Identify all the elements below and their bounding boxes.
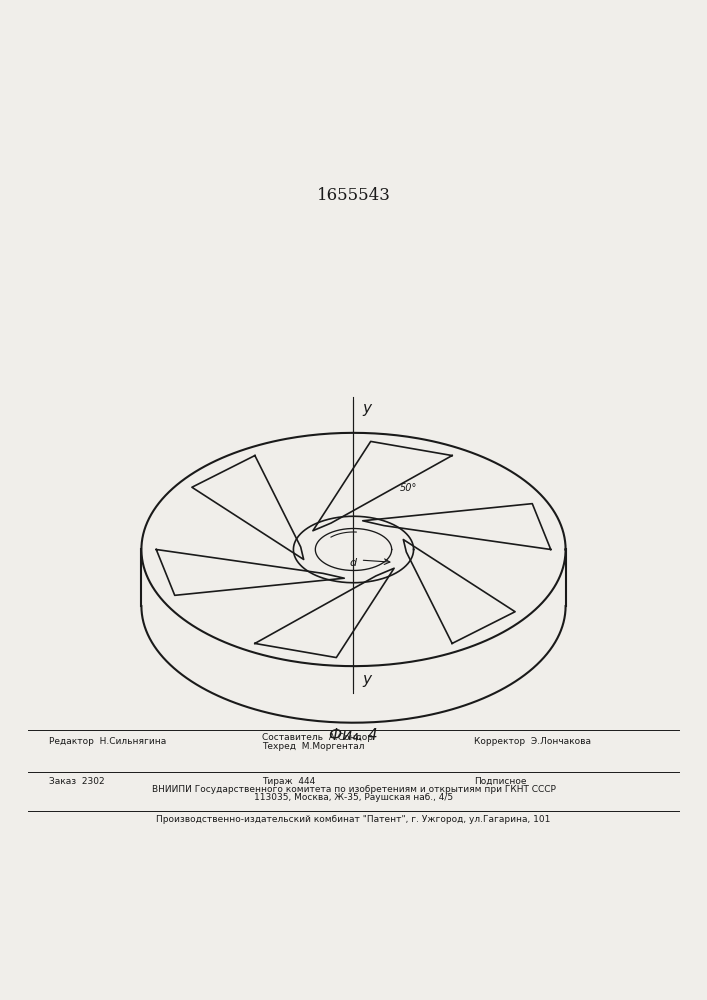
Text: Редактор  Н.Сильнягина: Редактор Н.Сильнягина <box>49 737 167 746</box>
Text: ВНИИПИ Государственного комитета по изобретениям и открытиям при ГКНТ СССР: ВНИИПИ Государственного комитета по изоб… <box>151 785 556 794</box>
Text: Подписное: Подписное <box>474 777 526 786</box>
Text: 50°: 50° <box>400 483 418 493</box>
Text: Техред  М.Моргентал: Техред М.Моргентал <box>262 742 364 751</box>
Text: 113035, Москва, Ж-35, Раушская наб., 4/5: 113035, Москва, Ж-35, Раушская наб., 4/5 <box>254 793 453 802</box>
Text: Фи₄. 4: Фи₄. 4 <box>329 728 378 743</box>
Text: 1655543: 1655543 <box>317 187 390 204</box>
Text: Корректор  Э.Лончакова: Корректор Э.Лончакова <box>474 737 590 746</box>
Text: y: y <box>362 401 371 416</box>
Text: Производственно-издательский комбинат "Патент", г. Ужгород, ул.Гагарина, 101: Производственно-издательский комбинат "П… <box>156 815 551 824</box>
Text: Тираж  444: Тираж 444 <box>262 777 315 786</box>
Text: Составитель  А.Сондор: Составитель А.Сондор <box>262 733 373 742</box>
Text: y: y <box>362 672 371 687</box>
Text: Заказ  2302: Заказ 2302 <box>49 777 105 786</box>
Text: d: d <box>350 558 357 568</box>
